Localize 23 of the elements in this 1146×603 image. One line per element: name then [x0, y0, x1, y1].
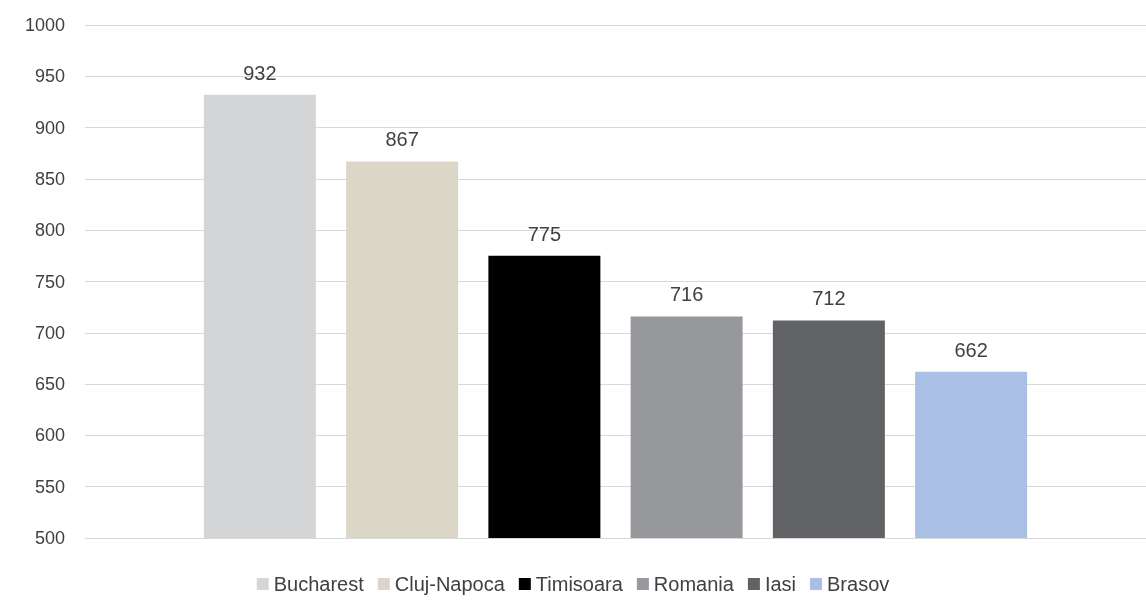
legend-label: Iasi — [764, 573, 797, 595]
data-label: 932 — [243, 61, 277, 84]
y-tick-label: 950 — [34, 66, 65, 87]
y-tick-label: 800 — [34, 220, 65, 241]
y-tick-label: 1000 — [24, 15, 65, 35]
y-tick-label: 550 — [34, 476, 65, 497]
legend-label: Bucharest — [273, 573, 365, 595]
legend-label: Timisoara — [535, 573, 624, 595]
y-tick-label: 900 — [34, 117, 65, 138]
legend-label: Romania — [653, 573, 735, 595]
legend-label: Cluj-Napoca — [394, 573, 506, 595]
y-tick-label: 650 — [34, 374, 65, 395]
y-tick-label: 700 — [34, 322, 65, 343]
data-label: 867 — [385, 128, 419, 151]
data-label: 716 — [669, 283, 704, 306]
y-tick-label: 850 — [34, 168, 65, 189]
y-tick-label: 750 — [34, 271, 65, 292]
y-tick-label: 500 — [34, 528, 65, 548]
legend-label: Brasov — [827, 573, 890, 595]
y-tick-label: 600 — [34, 425, 65, 446]
data-label: 775 — [527, 222, 562, 245]
data-label: 712 — [812, 287, 846, 310]
data-label: 662 — [954, 338, 988, 361]
